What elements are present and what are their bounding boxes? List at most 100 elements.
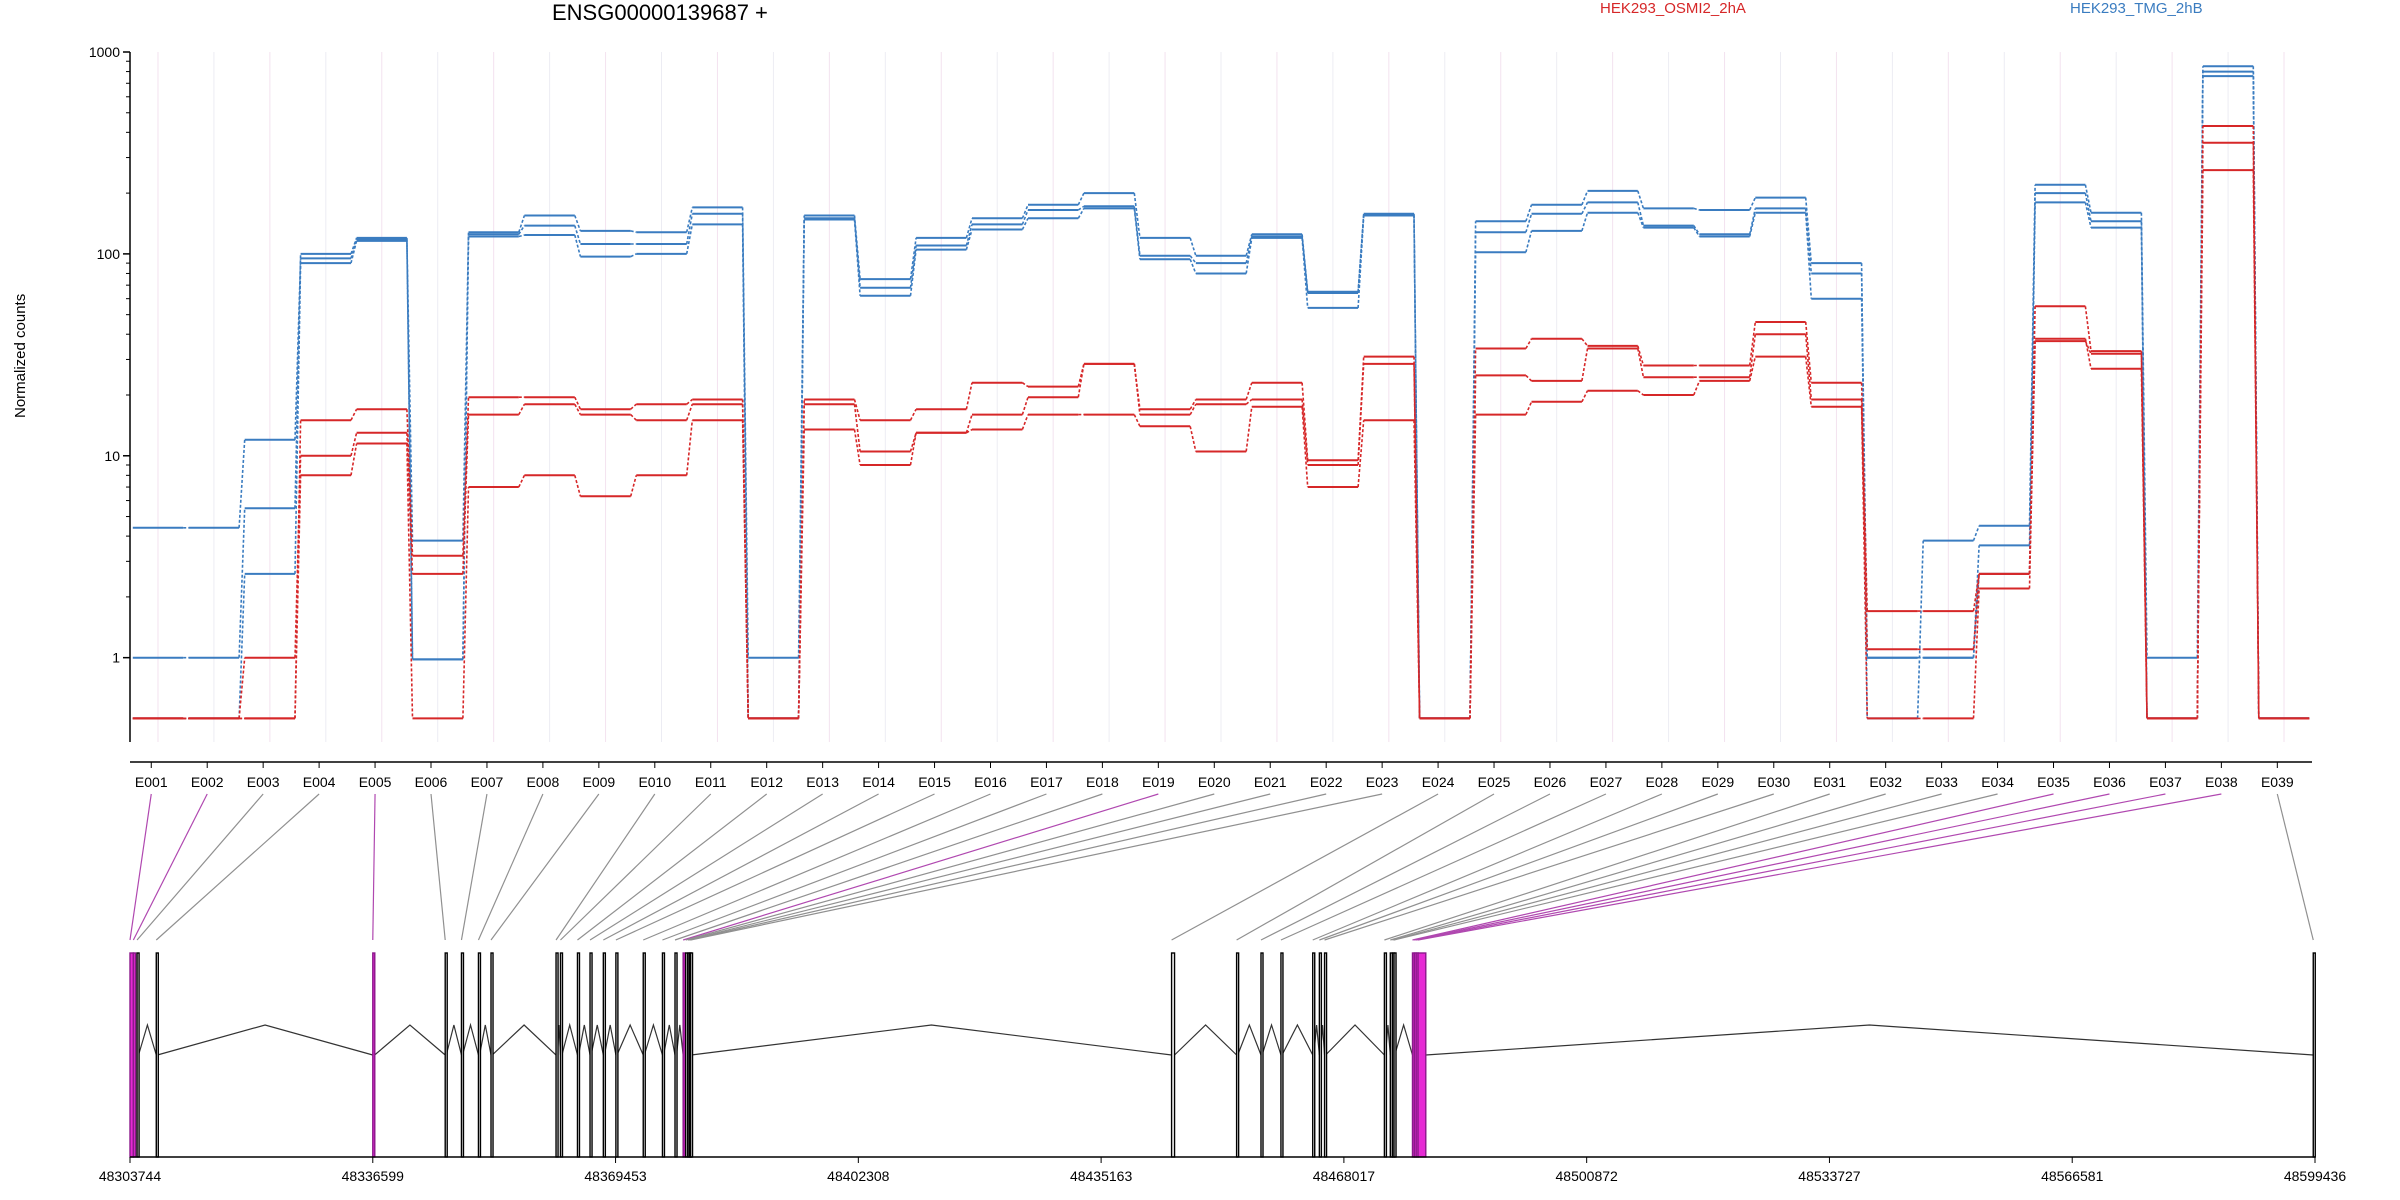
genomic-tick-label: 48533727	[1798, 1168, 1861, 1184]
exon-connector-line	[460, 793, 488, 941]
exon-box	[2312, 952, 2316, 1158]
exon-connector-line	[490, 793, 600, 941]
intron-line	[1394, 1022, 1414, 1056]
x-tick-label: E039	[2261, 774, 2294, 790]
exon-box	[460, 952, 465, 1158]
intron-line	[590, 1024, 604, 1056]
genomic-tick-label: 48303744	[99, 1168, 162, 1184]
x-tick-label: E030	[1757, 774, 1790, 790]
genomic-tick-label: 48468017	[1313, 1168, 1376, 1184]
intron-line	[445, 1024, 463, 1056]
exon-connector-line	[1384, 793, 1830, 941]
exon-connector-line	[689, 793, 1327, 941]
exon-connector-line	[560, 793, 712, 941]
intron-line	[1281, 1023, 1314, 1056]
exon-connector-line	[136, 793, 264, 941]
x-tick-label: E013	[806, 774, 839, 790]
x-tick-label: E025	[1478, 774, 1511, 790]
x-tick-label: E024	[1422, 774, 1455, 790]
exon-connector-line	[129, 793, 152, 941]
exon-connector-line	[2276, 793, 2314, 941]
series-line-5	[132, 169, 2310, 720]
x-tick-label: E002	[191, 774, 224, 790]
exon-box	[444, 952, 448, 1158]
exon-connector-line	[615, 793, 935, 941]
series-line-1	[132, 70, 2310, 720]
exon-box	[1170, 952, 1176, 1158]
genomic-tick-label: 48566581	[2041, 1168, 2104, 1184]
exon-box	[661, 952, 666, 1158]
exon-connector-line	[682, 793, 1159, 941]
x-tick-label: E035	[2037, 774, 2070, 790]
x-tick-label: E010	[638, 774, 671, 790]
x-tick-label: E021	[1254, 774, 1287, 790]
intron-line	[643, 1022, 664, 1056]
exon-connector-line	[155, 793, 320, 941]
exon-box	[1235, 952, 1240, 1158]
exon-connector-line	[477, 793, 544, 941]
exon-box	[1318, 952, 1323, 1158]
intron-line	[616, 1023, 644, 1056]
y-tick-label: 1000	[89, 44, 120, 60]
genomic-tick-label: 48402308	[827, 1168, 890, 1184]
series-line-0	[132, 65, 2310, 720]
legend-entry-osmi2: HEK293_OSMI2_2hA	[1600, 0, 1746, 17]
exon-box	[1260, 952, 1264, 1158]
exon-connector-line	[603, 793, 879, 941]
y-tick-label: 1	[112, 650, 120, 666]
x-tick-label: E034	[1981, 774, 2014, 790]
exon-box	[155, 952, 159, 1158]
x-tick-label: E005	[359, 774, 392, 790]
x-tick-label: E028	[1646, 774, 1679, 790]
intron-line	[1325, 1024, 1385, 1056]
intron-line	[137, 1022, 157, 1056]
x-tick-label: E001	[135, 774, 168, 790]
x-tick-label: E004	[303, 774, 336, 790]
x-tick-label: E011	[695, 774, 727, 790]
exon-connector-line	[1412, 793, 2054, 941]
exon-connector-line	[1280, 793, 1607, 941]
exon-connector-line	[1260, 793, 1551, 941]
exon-connector-line	[132, 793, 208, 941]
exon-box	[1323, 952, 1328, 1158]
exon-connector-line	[372, 793, 376, 941]
chart-title: ENSG00000139687 +	[552, 0, 768, 25]
intron-line	[1174, 1024, 1238, 1056]
exon-connector-line	[1171, 793, 1439, 941]
exon-connector-line	[1416, 793, 2166, 941]
exon-box	[1393, 952, 1397, 1158]
intron-line	[491, 1024, 557, 1056]
intron-line	[561, 1022, 579, 1056]
genomic-tick-label: 48435163	[1070, 1168, 1133, 1184]
x-tick-label: E009	[582, 774, 615, 790]
exon-box	[1383, 952, 1388, 1158]
x-tick-label: E006	[415, 774, 448, 790]
exon-connector-line	[1312, 793, 1663, 941]
exon-box	[602, 952, 607, 1158]
exon-connector-line	[1414, 793, 2110, 941]
x-tick-label: E031	[1813, 774, 1846, 790]
exon-box	[615, 952, 619, 1158]
x-tick-label: E012	[750, 774, 783, 790]
genomic-tick-label: 48500872	[1556, 1168, 1619, 1184]
y-tick-label: 100	[97, 246, 121, 262]
exon-connector-line	[1390, 793, 1886, 941]
exon-connector-line	[555, 793, 656, 941]
x-tick-label: E007	[471, 774, 504, 790]
x-tick-label: E018	[1086, 774, 1119, 790]
intron-line	[691, 1024, 1172, 1056]
x-tick-label: E003	[247, 774, 280, 790]
exon-connector-line	[687, 793, 1271, 941]
exon-connector-line	[1319, 793, 1719, 941]
x-tick-label: E017	[1030, 774, 1063, 790]
legend-entry-tmg: HEK293_TMG_2hB	[2070, 0, 2203, 17]
exon-box	[642, 952, 646, 1158]
genomic-tick-label: 48599436	[2284, 1168, 2347, 1184]
y-tick-label: 10	[104, 448, 120, 464]
exon-box	[1417, 952, 1427, 1158]
intron-line	[1425, 1024, 2314, 1056]
exon-box	[674, 952, 678, 1158]
intron-line	[1237, 1023, 1262, 1056]
exon-box	[132, 952, 137, 1158]
exon-connector-line	[1392, 793, 1942, 941]
